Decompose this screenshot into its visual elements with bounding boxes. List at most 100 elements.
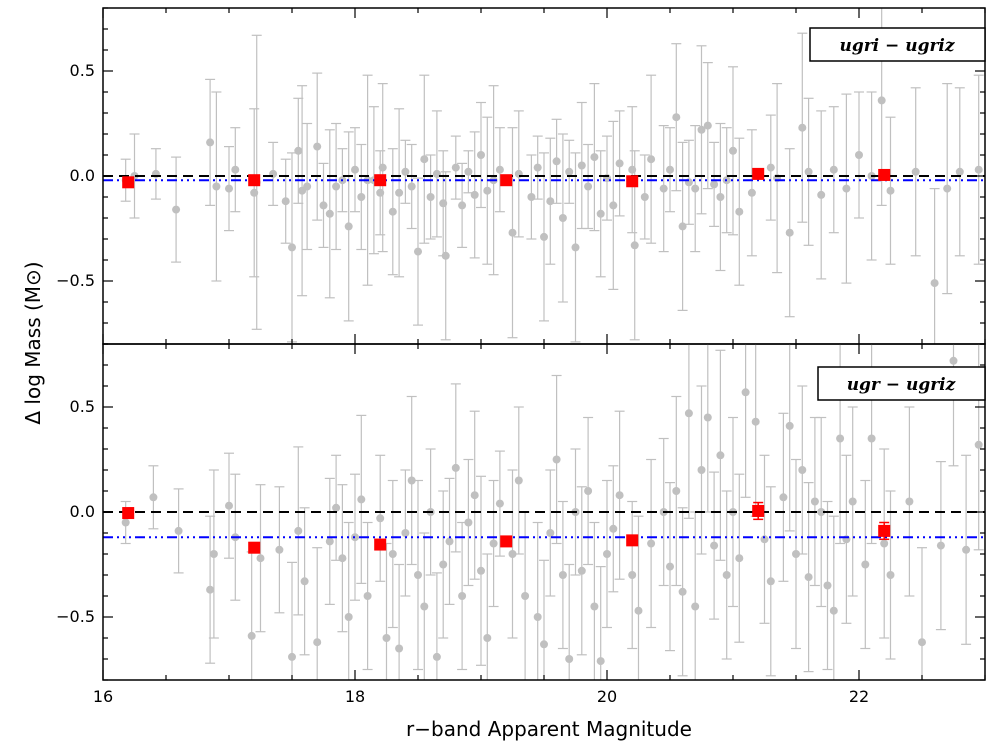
data-point [584, 487, 593, 495]
y-tick-label: −0.5 [56, 607, 95, 626]
data-point [558, 571, 567, 579]
data-point [943, 184, 952, 193]
data-point [880, 539, 889, 548]
y-tick-label: 0.0 [70, 502, 95, 521]
data-point [666, 165, 674, 174]
data-point [313, 142, 322, 151]
data-point [848, 497, 857, 506]
data-point [325, 209, 334, 218]
data-point [577, 161, 586, 170]
data-point [401, 167, 410, 176]
data-point [470, 491, 479, 500]
data-point [798, 123, 807, 132]
data-point [596, 657, 605, 666]
data-point [729, 146, 737, 155]
data-point [294, 526, 303, 535]
binned-mean-marker [122, 176, 135, 189]
data-point [432, 652, 441, 661]
data-point [672, 113, 681, 122]
data-point [678, 222, 687, 231]
data-point [288, 652, 296, 661]
data-point [836, 434, 845, 443]
data-point [325, 537, 334, 546]
data-point [590, 602, 599, 611]
data-point [451, 463, 460, 472]
data-point [552, 157, 561, 166]
data-point [936, 541, 945, 550]
data-point [823, 581, 832, 590]
data-point [477, 566, 485, 575]
x-axis-label: r−band Apparent Magnitude [406, 717, 692, 741]
data-point [231, 165, 240, 174]
data-point [395, 188, 404, 197]
data-point [376, 514, 385, 523]
data-point [703, 121, 712, 130]
data-point [546, 529, 555, 537]
data-point [533, 163, 542, 172]
binned-mean-marker [374, 174, 387, 187]
data-point [792, 550, 800, 558]
data-point [225, 501, 233, 510]
legend-label: ugr − ugriz [847, 375, 956, 395]
data-point [540, 232, 548, 241]
data-point [684, 409, 693, 418]
data-point [798, 466, 807, 474]
data-point [785, 228, 794, 237]
data-point [565, 655, 574, 663]
y-tick-label: 0.5 [70, 397, 95, 416]
data-point [596, 209, 605, 218]
data-point [672, 487, 681, 495]
x-tick-label: 18 [345, 687, 365, 706]
data-point [407, 476, 416, 485]
panel-ugr-ugriz: −0.5 0.0 0.5 [56, 343, 986, 681]
data-point [357, 193, 366, 201]
data-point [829, 606, 838, 615]
data-point [666, 562, 674, 571]
data-point [716, 193, 725, 201]
data-point [552, 455, 561, 464]
data-point [817, 508, 826, 516]
data-point [804, 167, 813, 176]
data-point [414, 247, 422, 256]
data-point [303, 182, 312, 191]
data-point [432, 169, 441, 178]
data-point [735, 554, 744, 563]
data-point [628, 571, 637, 579]
data-point [363, 592, 372, 600]
data-point [577, 566, 586, 575]
data-point [962, 545, 971, 554]
data-point [571, 243, 580, 252]
data-point [426, 193, 435, 201]
data-point [785, 421, 794, 430]
data-point [247, 631, 256, 640]
data-point [225, 184, 233, 193]
data-point [855, 151, 863, 159]
data-point [209, 550, 218, 558]
data-point [540, 640, 548, 649]
y-tick-label: −0.5 [56, 271, 95, 290]
data-point [779, 493, 788, 502]
binned-mean-marker [752, 504, 765, 517]
data-point [332, 503, 341, 512]
data-point [344, 222, 353, 231]
data-point [766, 163, 775, 172]
data-point [930, 279, 939, 288]
data-point [565, 167, 574, 176]
data-point [338, 554, 347, 563]
data-point [206, 585, 215, 594]
data-point [388, 550, 397, 558]
y-tick-label: 0.5 [70, 61, 95, 80]
data-point [206, 138, 215, 147]
data-point [288, 243, 296, 252]
data-point [877, 96, 886, 105]
data-point [615, 491, 624, 500]
data-point [344, 613, 353, 621]
data-point [388, 207, 397, 216]
data-point [357, 495, 366, 504]
x-tick-label: 16 [93, 687, 113, 706]
data-point [905, 497, 914, 506]
data-point [174, 526, 183, 535]
binned-mean-marker [500, 174, 513, 187]
data-point [458, 592, 467, 600]
data-point [477, 151, 485, 159]
